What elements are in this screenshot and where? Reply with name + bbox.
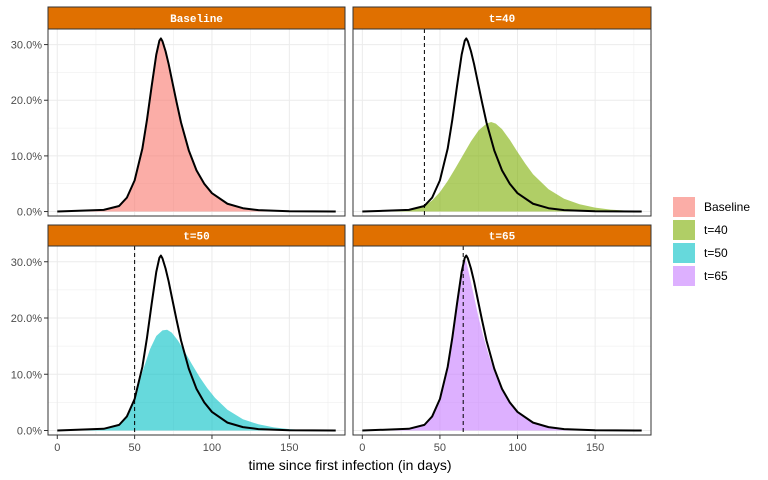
legend-item: Baseline [673,197,750,217]
legend-key [673,220,695,240]
legend: Baseline t=40 t=50 t=65 [673,197,750,286]
area-t-65 [362,259,642,431]
legend-label: t=65 [704,269,728,283]
facet-panel-4: t=65 [352,224,652,436]
facet-panel-2: t=40 [352,6,652,217]
y-tick-label: 10.0% [11,369,42,381]
facet-strip-label: Baseline [170,14,223,26]
legend-label: Baseline [704,200,750,214]
facet-panel-1: Baseline 0.0% 10.0% 20.0% 30.0% [11,6,346,219]
facet-panel-3: t=50 0.0% 10.0% 20.0% 30.0% [11,224,346,438]
x-tick-label: 150 [586,442,604,454]
legend-item: t=65 [673,266,728,286]
legend-item: t=50 [673,243,728,263]
y-tick-label: 0.0% [17,426,42,438]
y-tick-label: 20.0% [11,313,42,325]
baseline-curve-line [362,254,642,432]
facet-strip [352,224,652,247]
facet-panels: Baseline 0.0% 10.0% 20.0% 30.0% t=40 t=50 0.0% 1… [11,6,652,438]
legend-key [673,266,695,286]
facet-strip-label: t=40 [489,14,515,26]
y-tick-label: 0.0% [17,207,42,219]
facet-strip [47,6,346,30]
legend-key [673,197,695,217]
y-tick-label: 30.0% [11,40,42,52]
legend-label: t=50 [704,246,728,260]
facet-strip-label: t=65 [489,232,516,244]
area-t-50 [57,329,336,431]
legend-label: t=40 [704,223,728,237]
x-tick-label: 100 [203,442,221,454]
x-tick-label: 0 [359,442,365,454]
x-tick-label: 150 [280,442,298,454]
x-axis-title: time since first infection (in days) [248,457,451,473]
baseline-curve-line [57,254,336,432]
y-tick-label: 20.0% [11,95,42,107]
area-t-40 [362,121,642,212]
legend-key [673,243,695,263]
facet-strip [352,6,652,30]
legend-item: t=40 [673,220,728,240]
y-tick-label: 30.0% [11,257,42,269]
y-tick-label: 10.0% [11,151,42,163]
x-tick-label: 50 [434,442,446,454]
area-baseline [57,38,336,212]
x-tick-label: 0 [54,442,60,454]
x-tick-label: 50 [129,442,141,454]
x-axis: 0 50 100 150 0 50 100 150 [54,435,604,454]
facet-strip [47,224,346,247]
facet-strip-label: t=50 [183,232,209,244]
x-tick-label: 100 [508,442,526,454]
baseline-curve-line [362,37,642,213]
baseline-curve-line [57,37,336,213]
